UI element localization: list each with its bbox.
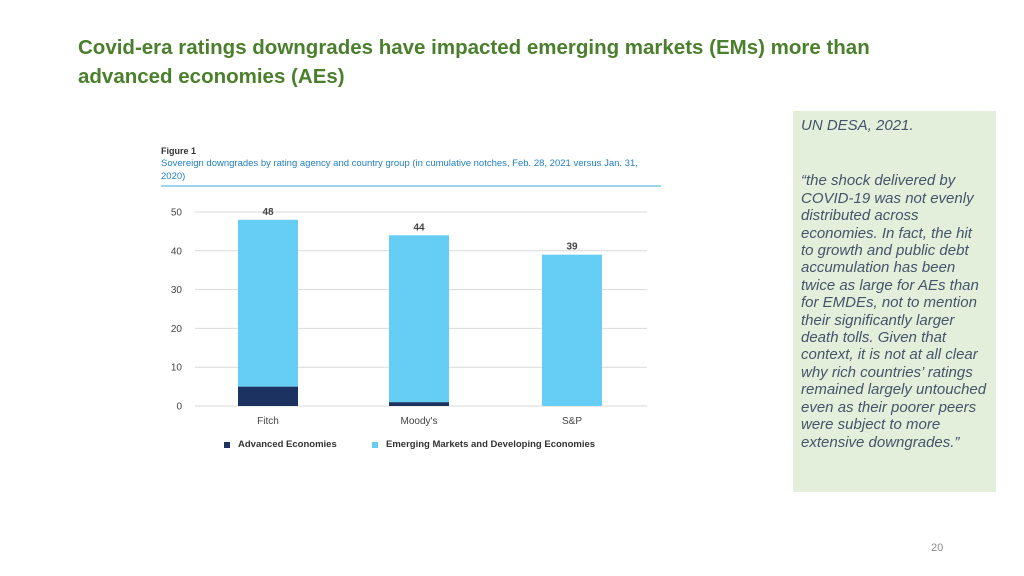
slide-title: Covid-era ratings downgrades have impact… — [78, 36, 870, 88]
data-label: 48 — [262, 207, 274, 218]
legend-swatch-emerging — [372, 441, 378, 448]
x-tick-label: S&P — [562, 416, 582, 427]
legend-label-emerging: Emerging Markets and Developing Economie… — [386, 439, 596, 450]
quote-text: “the shock delivered by COVID-19 was not… — [801, 172, 987, 451]
quote-source: UN DESA, 2021. — [801, 117, 914, 134]
x-tick-label: Moody's — [401, 416, 438, 427]
legend-swatch-advanced — [224, 441, 230, 448]
page-number: 20 — [931, 542, 944, 554]
legend-label-advanced: Advanced Economies — [238, 439, 337, 450]
caption-divider — [161, 185, 661, 187]
figure-caption: Sovereign downgrades by rating agency an… — [161, 158, 638, 182]
bar-advanced-1 — [389, 402, 449, 406]
legend-item-emerging: Emerging Markets and Developing Economie… — [372, 439, 595, 450]
y-tick-label: 10 — [171, 363, 183, 374]
y-tick-label: 20 — [171, 324, 183, 335]
legend-item-advanced: Advanced Economies — [224, 439, 337, 450]
figure-label: Figure 1 — [161, 146, 197, 156]
bar-emerging-0 — [238, 219, 298, 387]
bar-chart: 0 10 20 30 40 50 48 Fitch 44 Moody's 39 S&P — [171, 207, 647, 427]
data-label: 39 — [566, 242, 578, 253]
x-tick-label: Fitch — [257, 416, 279, 427]
bar-emerging-1 — [389, 235, 449, 403]
quote-box: UN DESA, 2021. “the shock delivered by C… — [793, 111, 996, 492]
y-tick-label: 0 — [176, 402, 182, 413]
bar-advanced-0 — [238, 386, 298, 406]
y-tick-label: 40 — [171, 246, 183, 257]
y-tick-label: 50 — [171, 208, 183, 219]
bar-emerging-2 — [542, 254, 602, 406]
y-tick-label: 30 — [171, 285, 183, 296]
data-label: 44 — [413, 222, 425, 233]
